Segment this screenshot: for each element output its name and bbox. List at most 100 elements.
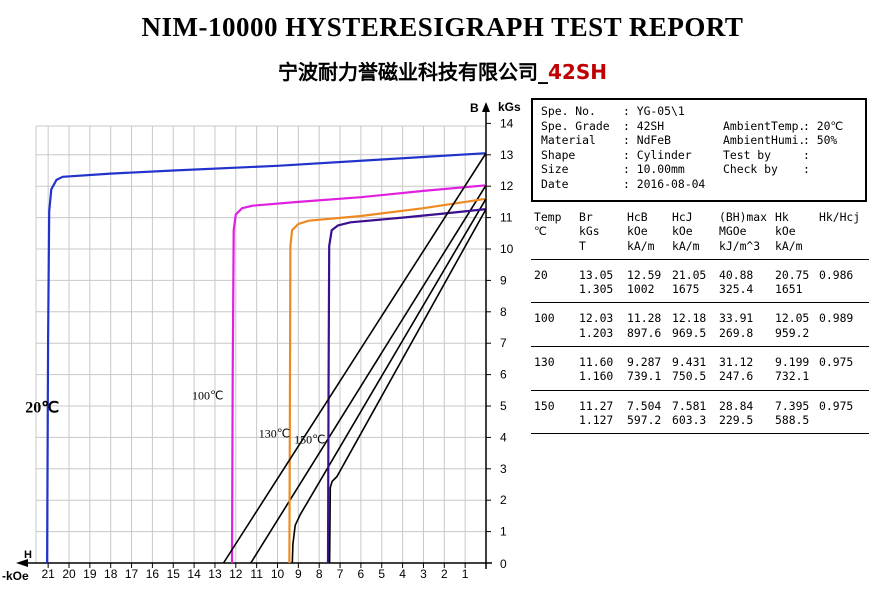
info-value: : [803, 147, 810, 162]
table-cell: 269.8 [719, 325, 754, 340]
b-axis-unit: kGs [498, 100, 521, 114]
x-tick-label: 7 [337, 567, 344, 581]
info-label: Material [541, 133, 596, 148]
table-cell: 732.1 [775, 369, 810, 384]
x-tick-label: 15 [167, 567, 181, 581]
info-label: Check by [723, 162, 778, 177]
info-label: Spe. No. [541, 104, 596, 118]
table-cell: 597.2 [627, 412, 662, 427]
x-tick-label: 9 [295, 567, 302, 581]
info-value: : YG-05\1 [623, 104, 685, 118]
table-cell: kOe [672, 224, 693, 239]
info-value: : Cylinder [623, 147, 692, 162]
table-cell: 969.5 [672, 325, 707, 340]
info-value: : 2016-08-04 [623, 176, 706, 191]
table-cell: 9.287 [627, 355, 662, 370]
x-tick-label: 5 [378, 567, 385, 581]
table-divider [531, 258, 869, 260]
y-tick-label: 7 [500, 336, 507, 350]
table-cell: 12.59 [627, 267, 662, 282]
table-row: 20 13.05 12.59 21.05 40.88 20.75 0.986 [531, 268, 869, 282]
y-tick-label: 3 [500, 462, 507, 476]
table-cell: 7.581 [672, 398, 707, 413]
table-cell: 229.5 [719, 412, 754, 427]
table-cell: Br [579, 210, 593, 224]
y-tick-label: 10 [500, 242, 514, 256]
x-tick-label: 4 [399, 567, 406, 581]
b-curve-c150 [328, 208, 487, 564]
table-cell: 325.4 [719, 282, 754, 297]
table-cell: kA/m [627, 238, 655, 253]
y-tick-label: 13 [500, 148, 514, 162]
x-tick-label: 6 [358, 567, 365, 581]
x-tick-label: 19 [83, 567, 97, 581]
info-label: AmbientHumi. [723, 133, 806, 148]
table-cell: kA/m [775, 238, 803, 253]
x-tick-label: 20 [62, 567, 76, 581]
table-cell: 1675 [672, 282, 700, 297]
table-row-si: 1.160 739.1 750.5 247.6 732.1 [531, 369, 869, 383]
table-cell: 9.431 [672, 355, 707, 370]
x-tick-label: 2 [441, 567, 448, 581]
table-cell: 1.305 [579, 282, 614, 297]
demagnetization-curve-c100 [230, 184, 487, 564]
table-cell: 7.504 [627, 398, 662, 413]
table-cell: kOe [775, 224, 796, 239]
table-cell: 603.3 [672, 412, 707, 427]
table-cell: 11.60 [579, 355, 614, 370]
info-label: Date [541, 176, 569, 191]
table-cell: 100 [534, 311, 555, 326]
table-cell: 150 [534, 398, 555, 413]
x-tick-label: 21 [41, 567, 55, 581]
table-cell: 1.160 [579, 369, 614, 384]
y-tick-label: 5 [500, 399, 507, 413]
x-tick-label: 17 [125, 567, 139, 581]
info-row: Date : 2016-08-04 [541, 177, 865, 192]
info-value: : 50% [803, 133, 838, 148]
table-cell: kJ/m^3 [719, 238, 761, 253]
h-axis-label: H [24, 549, 32, 561]
y-tick-label: 6 [500, 368, 507, 382]
table-divider [531, 346, 869, 348]
table-cell: 0.975 [819, 398, 854, 413]
table-cell: 959.2 [775, 325, 810, 340]
info-value: : 10.00mm [623, 162, 685, 177]
y-tick-label: 14 [500, 116, 514, 130]
info-value: : [803, 162, 810, 177]
table-cell: HcJ [672, 210, 693, 224]
x-tick-label: 8 [316, 567, 323, 581]
table-cell: ℃ [534, 224, 547, 239]
curve-label: 100℃ [192, 389, 223, 403]
y-tick-label: 12 [500, 179, 514, 193]
table-cell: 40.88 [719, 267, 754, 282]
curve-label: 150℃ [294, 433, 325, 447]
table-cell: 13.05 [579, 267, 614, 282]
table-cell: 0.989 [819, 311, 854, 326]
table-cell: 0.975 [819, 355, 854, 370]
info-row: Material: NdFeB AmbientHumi.: 50% [541, 133, 865, 148]
table-cell: MGOe [719, 224, 747, 239]
table-cell: 1651 [775, 282, 803, 297]
results-table: Temp Br HcB HcJ (BH)max Hk Hk/Hcj ℃ kGs kOe kOe MGO… [531, 210, 869, 442]
table-cell: 247.6 [719, 369, 754, 384]
info-label: Spe. Grade [541, 118, 610, 133]
y-tick-label: 0 [500, 557, 507, 571]
curve-label: 20℃ [25, 399, 59, 416]
table-cell: 739.1 [627, 369, 662, 384]
x-tick-label: 14 [187, 567, 201, 581]
b-curve-c130 [291, 198, 487, 564]
table-cell: 20 [534, 267, 548, 282]
demagnetization-curve-c20 [46, 152, 487, 564]
table-cell: kA/m [672, 238, 700, 253]
report-subtitle: 宁波耐力誉磁业科技有限公司_42SH [0, 56, 885, 85]
table-cell: Hk/Hcj [819, 210, 861, 224]
chart-grid [35, 125, 486, 563]
specimen-info-box: Spe. No.: YG-05\1 Spe. Grade: 42SH Ambient… [531, 98, 867, 202]
info-label: AmbientTemp. [723, 118, 806, 133]
table-row-si: 1.203 897.6 969.5 269.8 959.2 [531, 326, 869, 340]
info-row: Shape: Cylinder Test by: [541, 148, 865, 163]
table-cell: T [579, 238, 586, 253]
table-row-si: 1.305 1002 1675 325.4 1651 [531, 282, 869, 296]
